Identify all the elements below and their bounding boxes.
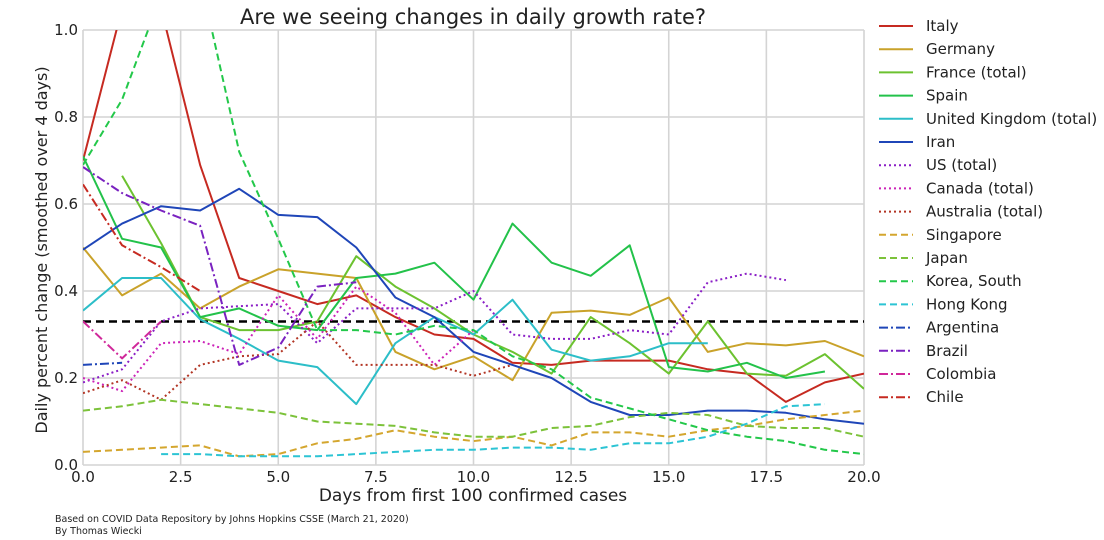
legend-label-chile: Chile	[926, 388, 964, 406]
y-tick-label: 1.0	[54, 21, 78, 39]
grid-lines	[82, 29, 865, 466]
y-tick-label: 0.4	[54, 282, 78, 300]
x-tick-label: 20.0	[847, 468, 880, 486]
legend-label-germany: Germany	[926, 40, 995, 58]
y-tick-labels: 0.0 0.2 0.4 0.6 0.8 1.0	[54, 21, 78, 474]
series-line-colombia	[83, 320, 162, 360]
legend-label-spain: Spain	[926, 87, 968, 105]
x-tick-label: 7.5	[364, 468, 388, 486]
legend-label-canada-total: Canada (total)	[926, 179, 1034, 197]
series-line-iran	[83, 187, 864, 425]
legend-label-australia-total: Australia (total)	[926, 203, 1043, 221]
x-tick-label: 0.0	[71, 468, 95, 486]
x-tick-label: 12.5	[554, 468, 587, 486]
series-line-germany	[83, 246, 864, 382]
legend: Italy Germany France (total) Spain United Ki…	[879, 17, 1097, 406]
series-line-united-kingdom-total	[83, 277, 708, 406]
series-line-hong-kong	[161, 403, 825, 458]
series-line-australia-total	[83, 320, 513, 401]
x-tick-labels: 0.0 2.5 5.0 7.5 10.0 12.5 15.0 17.5 20.0	[71, 468, 881, 486]
series-layer	[83, 30, 864, 458]
legend-label-italy: Italy	[926, 17, 959, 35]
series-line-canada-total	[83, 285, 475, 393]
x-tick-label: 5.0	[266, 468, 290, 486]
legend-label-france-total: France (total)	[926, 63, 1027, 81]
chart-title: Are we seeing changes in daily growth ra…	[240, 5, 706, 29]
series-line-brazil	[83, 166, 357, 366]
legend-label-colombia: Colombia	[926, 365, 997, 383]
y-tick-label: 0.2	[54, 369, 78, 387]
source-credit: Based on COVID Data Repository by Johns …	[55, 514, 409, 525]
y-tick-label: 0.6	[54, 195, 78, 213]
x-tick-label: 2.5	[169, 468, 193, 486]
legend-label-argentina: Argentina	[926, 319, 999, 337]
legend-label-korea-south: Korea, South	[926, 272, 1022, 290]
legend-label-iran: Iran	[926, 133, 955, 151]
legend-label-us-total: US (total)	[926, 156, 997, 174]
x-tick-label: 17.5	[750, 468, 783, 486]
author-credit: By Thomas Wiecki	[55, 526, 142, 537]
series-line-argentina	[83, 361, 123, 366]
legend-label-singapore: Singapore	[926, 226, 1002, 244]
legend-label-hong-kong: Hong Kong	[926, 295, 1008, 313]
series-line-korea-south	[83, 30, 864, 456]
series-line-chile	[83, 183, 201, 292]
legend-label-united-kingdom-total: United Kingdom (total)	[926, 110, 1097, 128]
x-tick-label: 15.0	[652, 468, 685, 486]
y-axis-label: Daily percent change (smoothed over 4 da…	[32, 66, 51, 433]
series-line-spain	[83, 155, 826, 379]
legend-label-japan: Japan	[925, 249, 968, 267]
y-tick-label: 0.8	[54, 108, 78, 126]
x-tick-label: 10.0	[457, 468, 490, 486]
legend-label-brazil: Brazil	[926, 342, 968, 360]
y-tick-label: 0.0	[54, 456, 78, 474]
x-axis-label: Days from first 100 confirmed cases	[319, 486, 627, 506]
